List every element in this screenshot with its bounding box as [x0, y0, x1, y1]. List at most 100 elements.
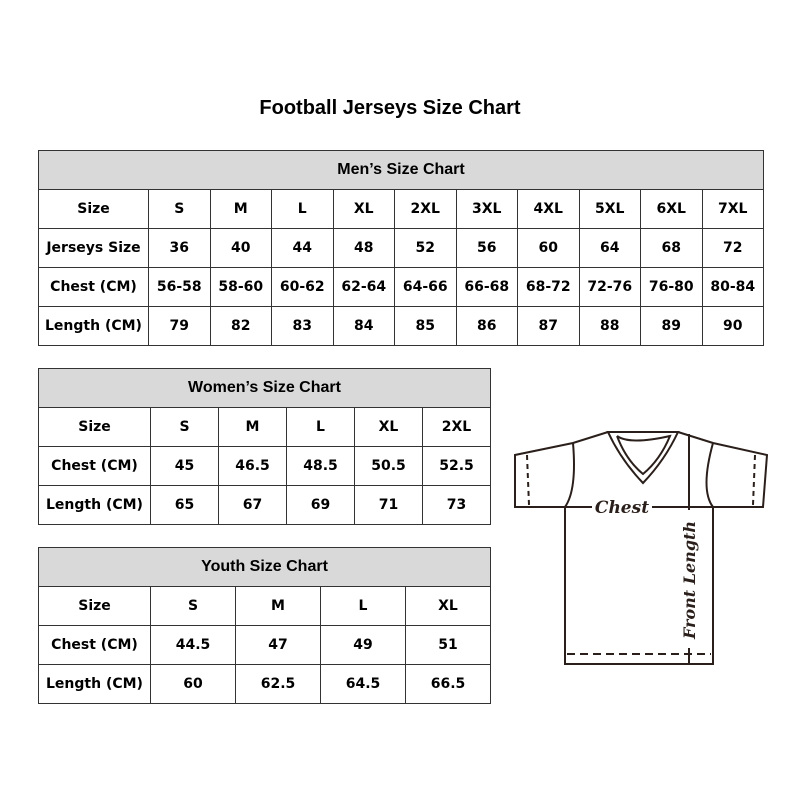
youth-size-table: Youth Size Chart Size S M L XL Chest (CM) 44.5 4…	[38, 547, 491, 704]
table-row: Chest (CM) 56-58 58-60 60-62 62-64 64-66 66-68…	[38, 267, 764, 307]
table-cell: S	[150, 407, 219, 447]
table-cell: 68-72	[517, 267, 580, 307]
table-cell: 52	[394, 228, 457, 268]
table-cell: 3XL	[455, 189, 518, 229]
table-cell: XL	[332, 189, 395, 229]
table-cell: 69	[286, 485, 355, 525]
table-cell: S	[150, 586, 236, 626]
table-cell: 40	[209, 228, 272, 268]
row-label: Length (CM)	[38, 306, 149, 346]
table-cell: 68	[640, 228, 703, 268]
right-sleeve	[677, 431, 769, 508]
table-cell: 84	[332, 306, 395, 346]
table-cell: 5XL	[578, 189, 641, 229]
table-cell: 2XL	[422, 407, 491, 447]
table-cell: 58-60	[209, 267, 272, 307]
table-row: Chest (CM) 44.5 47 49 51	[38, 625, 491, 665]
table-cell: 7XL	[701, 189, 764, 229]
row-label: Size	[38, 586, 151, 626]
table-cell: 66.5	[405, 664, 491, 704]
left-sleeve	[514, 431, 609, 508]
table-cell: 48.5	[286, 446, 355, 486]
table-cell: 36	[148, 228, 211, 268]
table-cell: S	[148, 189, 211, 229]
row-label: Chest (CM)	[38, 267, 149, 307]
jersey-diagram-icon: Chest Front Length	[514, 431, 769, 665]
table-cell: 76-80	[640, 267, 703, 307]
table-cell: M	[235, 586, 321, 626]
table-cell: 48	[332, 228, 395, 268]
table-cell: 52.5	[422, 446, 491, 486]
row-label: Chest (CM)	[38, 446, 151, 486]
table-cell: 60	[150, 664, 236, 704]
table-row: Length (CM) 79 82 83 84 85 86 87 88 89 90	[38, 306, 764, 346]
table-cell: 44	[271, 228, 334, 268]
row-label: Size	[38, 189, 149, 229]
table-cell: 64.5	[320, 664, 406, 704]
table-cell: 44.5	[150, 625, 236, 665]
table-cell: M	[218, 407, 287, 447]
womens-size-table: Women’s Size Chart Size S M L XL 2XL Chest (CM)…	[38, 368, 491, 525]
page-title: Football Jerseys Size Chart	[259, 97, 521, 119]
table-cell: 85	[394, 306, 457, 346]
table-cell: M	[209, 189, 272, 229]
table-cell: 56	[455, 228, 518, 268]
table-cell: 56-58	[148, 267, 211, 307]
table-cell: 66-68	[455, 267, 518, 307]
table-cell: 72-76	[578, 267, 641, 307]
table-cell: 79	[148, 306, 211, 346]
table-row: Jerseys Size 36 40 44 48 52 56 60 64 68 72	[38, 228, 764, 268]
table-cell: 73	[422, 485, 491, 525]
table-cell: 6XL	[640, 189, 703, 229]
table-cell: 80-84	[701, 267, 764, 307]
table-cell: 49	[320, 625, 406, 665]
youth-table-heading: Youth Size Chart	[38, 547, 491, 587]
table-cell: 50.5	[354, 446, 423, 486]
table-cell: XL	[354, 407, 423, 447]
table-cell: 60	[517, 228, 580, 268]
chest-label: Chest	[595, 498, 649, 518]
table-cell: 64-66	[394, 267, 457, 307]
table-cell: 71	[354, 485, 423, 525]
table-cell: 47	[235, 625, 321, 665]
table-cell: 90	[701, 306, 764, 346]
table-row: Size S M L XL 2XL	[38, 407, 491, 447]
row-label: Size	[38, 407, 151, 447]
table-cell: L	[286, 407, 355, 447]
table-cell: 4XL	[517, 189, 580, 229]
table-row: Size S M L XL 2XL 3XL 4XL 5XL 6XL 7XL	[38, 189, 764, 229]
table-cell: 2XL	[394, 189, 457, 229]
women-table-heading: Women’s Size Chart	[38, 368, 491, 408]
table-cell: 60-62	[271, 267, 334, 307]
table-cell: 62-64	[332, 267, 395, 307]
collar	[606, 431, 680, 485]
row-label: Length (CM)	[38, 485, 151, 525]
table-row: Size S M L XL	[38, 586, 491, 626]
table-cell: 82	[209, 306, 272, 346]
table-cell: 65	[150, 485, 219, 525]
row-label: Jerseys Size	[38, 228, 149, 268]
row-label: Length (CM)	[38, 664, 151, 704]
men-table-heading: Men’s Size Chart	[38, 150, 764, 190]
table-cell: 64	[578, 228, 641, 268]
table-cell: 72	[701, 228, 764, 268]
table-cell: 86	[455, 306, 518, 346]
table-cell: 45	[150, 446, 219, 486]
front-length-label: Front Length	[680, 521, 699, 640]
table-cell: 67	[218, 485, 287, 525]
table-row: Length (CM) 65 67 69 71 73	[38, 485, 491, 525]
table-cell: 62.5	[235, 664, 321, 704]
table-cell: 89	[640, 306, 703, 346]
mens-size-table: Men’s Size Chart Size S M L XL 2XL 3XL 4XL 5XL 6XL…	[38, 150, 764, 346]
table-cell: 87	[517, 306, 580, 346]
table-row: Length (CM) 60 62.5 64.5 66.5	[38, 664, 491, 704]
jersey-outline	[564, 507, 714, 665]
table-cell: XL	[405, 586, 491, 626]
table-cell: 88	[578, 306, 641, 346]
table-cell: 46.5	[218, 446, 287, 486]
table-cell: 83	[271, 306, 334, 346]
table-row: Chest (CM) 45 46.5 48.5 50.5 52.5	[38, 446, 491, 486]
table-cell: L	[271, 189, 334, 229]
table-cell: 51	[405, 625, 491, 665]
table-cell: L	[320, 586, 406, 626]
